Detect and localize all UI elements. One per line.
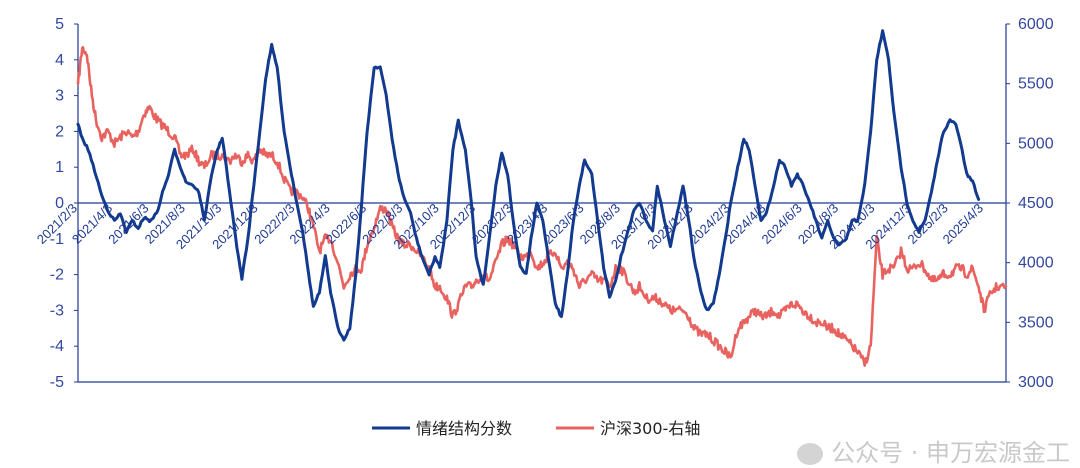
right-tick-label: 6000: [1018, 16, 1054, 33]
right-tick-label: 3000: [1018, 374, 1054, 391]
left-tick-label: 1: [55, 159, 64, 176]
legend-label-sentiment: 情绪结构分数: [416, 419, 512, 438]
right-tick-label: 5500: [1018, 76, 1054, 93]
left-tick-label: -3: [50, 302, 64, 319]
watermark-text: 公众号 · 申万宏源金工: [831, 439, 1070, 467]
right-tick-label: 5000: [1018, 135, 1054, 152]
right-tick-label: 3500: [1018, 314, 1054, 331]
series-hs300: [76, 46, 1008, 367]
left-tick-label: 0: [55, 195, 64, 212]
legend: 情绪结构分数 沪深300-右轴: [372, 419, 700, 438]
left-tick-label: -1: [50, 231, 64, 248]
left-tick-label: 4: [55, 52, 64, 69]
legend-label-hs300: 沪深300-右轴: [600, 419, 700, 438]
series-sentiment-score: [76, 29, 981, 342]
hs300-line: [76, 46, 1008, 367]
left-tick-label: -2: [50, 267, 64, 284]
wechat-icon: [797, 443, 824, 465]
sentiment-score-line: [76, 29, 981, 342]
right-tick-label: 4500: [1018, 195, 1054, 212]
left-tick-label: -4: [50, 338, 64, 355]
left-tick-label: 2: [55, 123, 64, 140]
axes: 5 4 3 2 1 0 -1 -2 -3 -4 -5 6000 5500 5000 4500 4000 3500…: [50, 16, 1054, 391]
left-tick-label: 3: [55, 88, 64, 105]
watermark: 公众号 · 申万宏源金工: [797, 433, 1070, 468]
right-tick-label: 4000: [1018, 255, 1054, 272]
left-tick-label: -5: [50, 374, 64, 391]
left-tick-label: 5: [55, 16, 64, 33]
